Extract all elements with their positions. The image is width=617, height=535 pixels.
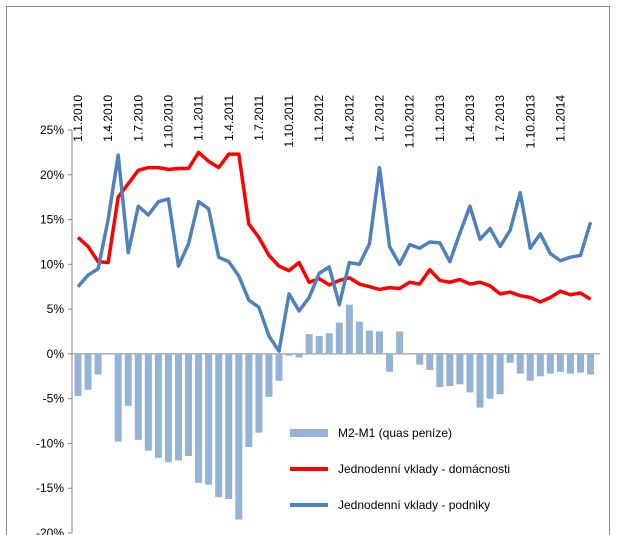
bar: [114, 353, 122, 442]
y-tick-label: -15%: [36, 481, 64, 495]
legend-label: Jednodenní vklady - domácnosti: [338, 462, 510, 476]
bar: [285, 353, 293, 356]
bar: [94, 353, 102, 375]
bar: [205, 353, 213, 485]
x-tick-label: 1.1.2012: [312, 95, 326, 142]
x-tick-label: 1.1.2010: [71, 95, 85, 142]
bar: [144, 353, 152, 451]
bar: [486, 353, 494, 399]
x-tick-label: 1.4.2013: [463, 95, 477, 142]
x-tick-label: 1.10.2013: [523, 95, 537, 149]
bar: [556, 353, 564, 372]
bar: [506, 353, 514, 363]
bar: [456, 353, 464, 385]
legend-swatch: [290, 429, 328, 437]
bar: [265, 353, 273, 397]
bar: [376, 331, 383, 354]
legend-label: M2-M1 (quas peníze): [338, 426, 452, 440]
bar: [124, 353, 132, 406]
chart-frame: [6, 6, 610, 535]
x-tick-label: 1.10.2011: [282, 95, 296, 148]
bar: [154, 353, 162, 458]
bar: [566, 353, 574, 374]
bar: [295, 353, 303, 358]
bar: [255, 353, 263, 433]
bar: [104, 352, 112, 354]
y-tick-label: 10%: [40, 257, 64, 271]
x-tick-label: 1.7.2013: [493, 95, 507, 142]
line: [76, 153, 593, 353]
y-tick-label: -5%: [43, 392, 65, 406]
x-tick-label: 1.10.2010: [161, 95, 175, 149]
x-tick-label: 1.4.2010: [101, 95, 115, 142]
bar: [516, 353, 524, 374]
x-tick-label: 1.7.2010: [131, 95, 145, 142]
x-tick-label: 1.7.2011: [252, 95, 266, 141]
bar: [245, 353, 253, 448]
bar: [386, 353, 394, 372]
bar: [335, 322, 343, 354]
bar: [185, 353, 193, 456]
bar: [195, 353, 203, 483]
legend-label: Jednodenní vklady - podniky: [338, 498, 490, 512]
bar: [496, 353, 504, 395]
bar: [74, 353, 82, 396]
bar: [446, 353, 454, 387]
y-tick-label: 25%: [40, 123, 64, 137]
bar: [466, 353, 474, 393]
bar: [546, 353, 554, 374]
x-tick-label: 1.10.2012: [403, 95, 417, 149]
bar: [235, 353, 243, 520]
x-tick-label: 1.4.2011: [222, 95, 236, 141]
bar: [536, 353, 544, 377]
bar: [577, 353, 584, 373]
x-tick-label: 1.1.2014: [553, 95, 567, 142]
bar: [164, 353, 172, 463]
bar: [355, 321, 363, 354]
bar: [436, 353, 444, 388]
bar: [587, 353, 595, 375]
bar: [275, 353, 283, 381]
bar: [396, 331, 404, 354]
y-tick-label: -20%: [36, 526, 64, 535]
bar: [175, 353, 182, 461]
y-tick-label: 0%: [47, 347, 65, 361]
x-tick-label: 1.7.2012: [373, 95, 387, 142]
bar: [345, 304, 353, 354]
bar: [476, 353, 484, 408]
bar: [134, 353, 142, 440]
bar: [315, 335, 323, 354]
x-tick-label: 1.1.2013: [433, 95, 447, 142]
y-tick-label: -10%: [36, 436, 64, 450]
bar: [225, 353, 233, 499]
bar: [526, 353, 534, 381]
bar: [305, 334, 313, 354]
bar: [416, 353, 424, 365]
bar: [325, 333, 333, 354]
y-tick-label: 15%: [40, 213, 64, 227]
x-tick-label: 1.4.2012: [342, 95, 356, 142]
bar: [215, 353, 223, 498]
x-tick-label: 1.1.2011: [192, 95, 206, 141]
bar: [84, 353, 92, 390]
y-tick-label: 20%: [40, 168, 64, 182]
y-tick-label: 5%: [47, 302, 65, 316]
bar: [365, 330, 373, 354]
bar: [426, 353, 434, 371]
